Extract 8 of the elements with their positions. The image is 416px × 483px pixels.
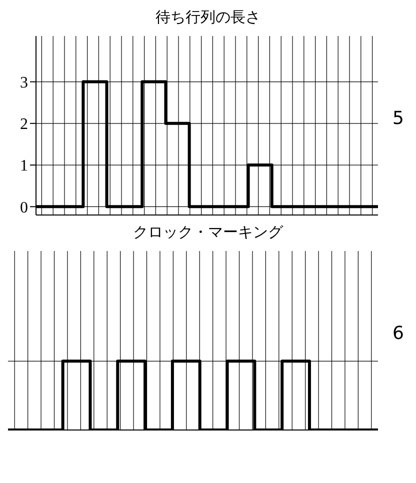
- y-tick-label: 2: [20, 116, 28, 134]
- text: 5: [392, 108, 404, 129]
- chart-title: 待ち行列の長さ: [154, 8, 262, 28]
- y-tick-label: 0: [20, 199, 28, 216]
- y-tick-label: 1: [20, 158, 28, 175]
- text: 6: [392, 323, 404, 344]
- chart-title: クロック・マーキング: [132, 223, 284, 243]
- y-tick-label: 3: [20, 74, 28, 92]
